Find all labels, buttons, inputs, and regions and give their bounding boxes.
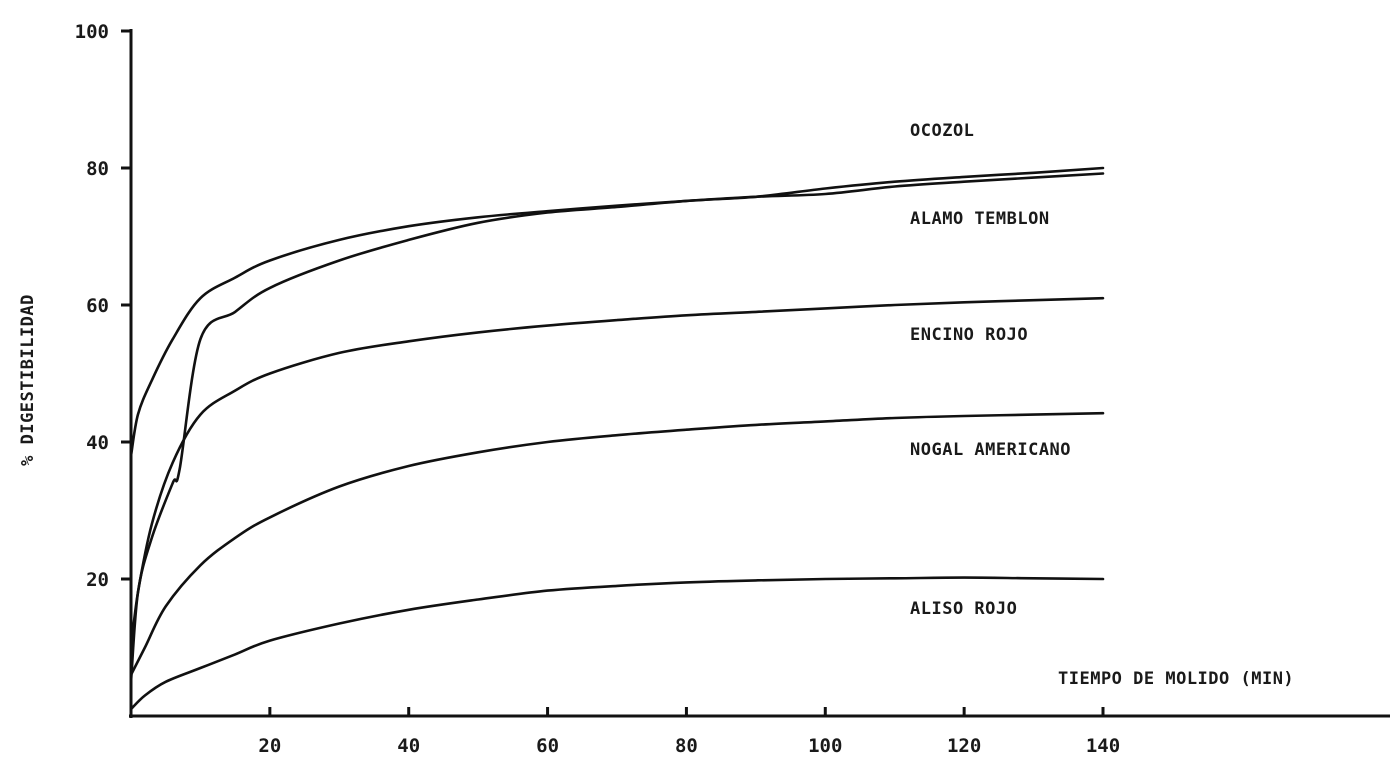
y-tick-label: 20 — [86, 569, 109, 591]
y-axis-title: % DIGESTIBILIDAD — [18, 294, 38, 466]
x-tick-label: 140 — [1086, 735, 1120, 757]
series-line-nogal-americano — [129, 411, 1105, 677]
x-tick-label: 100 — [808, 735, 842, 757]
series-label-aliso-rojo: ALISO ROJO — [910, 599, 1017, 619]
series-label-alamo-temblon: ALAMO TEMBLON — [910, 209, 1050, 229]
y-tick-label: 40 — [86, 432, 109, 454]
x-axis-title: TIEMPO DE MOLIDO (MIN) — [1058, 669, 1294, 689]
x-tick-label: 20 — [258, 735, 281, 757]
y-ticks: 20 40 60 80 100 — [75, 21, 131, 591]
series-label-nogal-americano: NOGAL AMERICANO — [910, 440, 1071, 460]
x-tick-label: 120 — [947, 735, 981, 757]
x-ticks: 20 40 60 80 100 120 140 — [258, 707, 1120, 757]
x-tick-label: 40 — [397, 735, 420, 757]
x-tick-label: 80 — [675, 735, 698, 757]
y-tick-label: 100 — [75, 21, 109, 43]
series-line-encino-rojo — [129, 296, 1105, 649]
series-label-encino-rojo: ENCINO ROJO — [910, 325, 1028, 345]
y-tick-label: 80 — [86, 158, 109, 180]
x-tick-label: 60 — [536, 735, 559, 757]
series-line-alamo-temblon — [129, 166, 1105, 684]
series-lines — [129, 166, 1105, 711]
y-tick-label: 60 — [86, 295, 109, 317]
series-line-ocozol — [129, 172, 1105, 457]
series-line-aliso-rojo — [129, 576, 1105, 711]
series-labels: OCOZOL ALAMO TEMBLON ENCINO ROJO NOGAL AMER… — [910, 121, 1071, 619]
series-label-ocozol: OCOZOL — [910, 121, 974, 141]
